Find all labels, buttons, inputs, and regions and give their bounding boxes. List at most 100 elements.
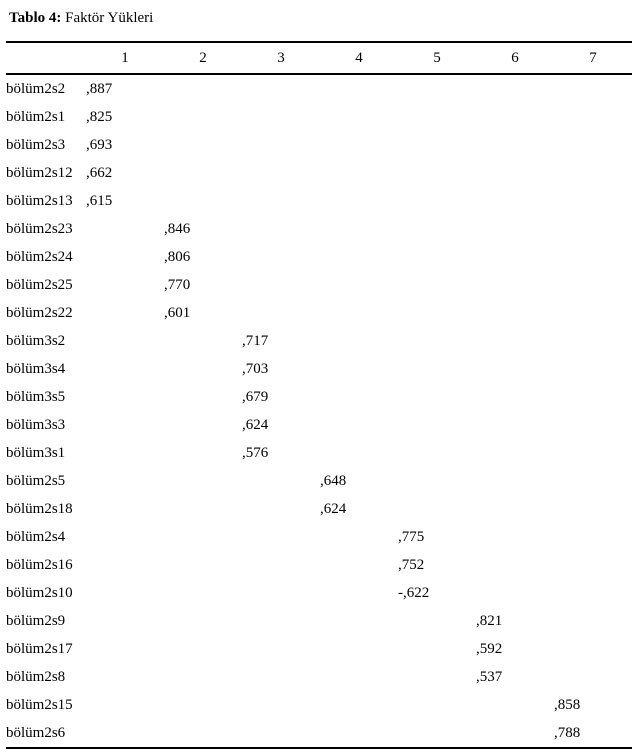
cell [320,327,398,355]
cell [554,187,632,215]
cell [320,635,398,663]
cell: ,825 [86,103,164,131]
cell [164,691,242,719]
cell [476,215,554,243]
cell [398,159,476,187]
cell [242,159,320,187]
cell [476,523,554,551]
cell [242,719,320,748]
table-row: bölüm2s18,624 [6,495,632,523]
cell [242,103,320,131]
row-label: bölüm3s3 [6,411,86,439]
cell [320,439,398,467]
cell [398,355,476,383]
cell [554,74,632,103]
cell [554,411,632,439]
row-label: bölüm3s4 [6,355,86,383]
cell [476,159,554,187]
cell [554,663,632,691]
cell [86,411,164,439]
cell [476,467,554,495]
row-label: bölüm2s25 [6,271,86,299]
table-row: bölüm2s23 ,846 [6,215,632,243]
cell [86,439,164,467]
cell [86,467,164,495]
cell [164,523,242,551]
cell [242,663,320,691]
cell [398,243,476,271]
cell: ,846 [164,215,242,243]
table-row: bölüm3s2,717 [6,327,632,355]
cell [86,215,164,243]
table-header-col: 3 [242,42,320,74]
cell: ,576 [242,439,320,467]
cell [86,355,164,383]
row-label: bölüm2s15 [6,691,86,719]
table-header-row: 1 2 3 4 5 6 7 [6,42,632,74]
cell [554,579,632,607]
cell [554,131,632,159]
table-row: bölüm2s12,662 [6,159,632,187]
cell [398,719,476,748]
page: Tablo 4: Faktör Yükleri 1 2 3 4 5 6 7 bö… [0,0,637,749]
table-row: bölüm2s22 ,601 [6,299,632,327]
table-row: bölüm3s4 ,703 [6,355,632,383]
cell [320,411,398,439]
table-title: Tablo 4: Faktör Yükleri [9,10,631,27]
cell [398,607,476,635]
cell [554,551,632,579]
cell [86,551,164,579]
cell [476,327,554,355]
table-row: bölüm2s8,537 [6,663,632,691]
cell: ,752 [398,551,476,579]
cell [398,103,476,131]
cell [320,74,398,103]
row-label: bölüm2s9 [6,607,86,635]
cell [164,495,242,523]
cell [242,551,320,579]
cell [320,719,398,748]
cell [476,243,554,271]
cell [320,243,398,271]
cell: ,821 [476,607,554,635]
cell [242,215,320,243]
cell [164,411,242,439]
cell [554,159,632,187]
cell: -,622 [398,579,476,607]
table-row: bölüm2s9 ,821 [6,607,632,635]
cell [554,355,632,383]
cell [476,74,554,103]
row-label: bölüm3s5 [6,383,86,411]
cell [320,383,398,411]
table-row: bölüm2s17,592 [6,635,632,663]
cell [320,159,398,187]
cell: ,537 [476,663,554,691]
cell [164,383,242,411]
row-label: bölüm2s5 [6,467,86,495]
table-row: bölüm2s15,858 [6,691,632,719]
cell [320,215,398,243]
cell [320,551,398,579]
cell [164,327,242,355]
cell: ,601 [164,299,242,327]
row-label: bölüm2s22 [6,299,86,327]
cell [476,551,554,579]
table-row: bölüm2s1,825 [6,103,632,131]
cell: ,703 [242,355,320,383]
cell [164,551,242,579]
table-row: bölüm2s13,615 [6,187,632,215]
cell [320,299,398,327]
row-label: bölüm2s23 [6,215,86,243]
cell [86,523,164,551]
table-row: bölüm2s24,806 [6,243,632,271]
cell [242,131,320,159]
cell [554,243,632,271]
cell [86,271,164,299]
cell [242,243,320,271]
cell [554,271,632,299]
cell [398,635,476,663]
cell [320,355,398,383]
cell [476,495,554,523]
cell [320,579,398,607]
table-row: bölüm2s16,752 [6,551,632,579]
